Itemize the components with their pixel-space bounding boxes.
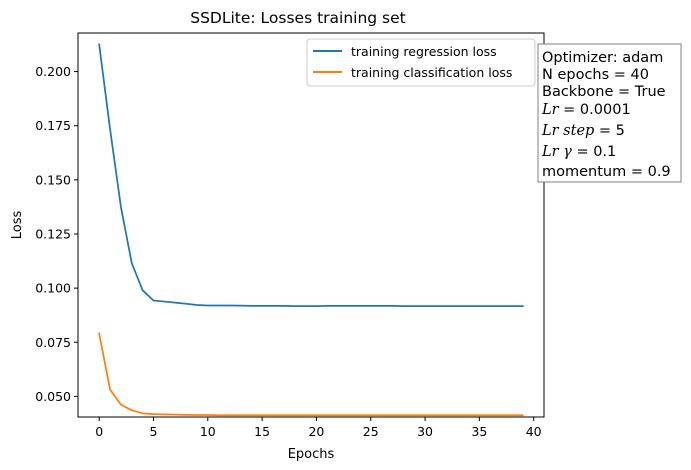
x-tick-label: 0 (95, 424, 103, 439)
x-tick-label: 5 (150, 424, 158, 439)
y-tick-label: 0.200 (35, 64, 71, 79)
info-lr-gamma: Lr γ = 0.1 (541, 144, 616, 160)
axes-frame (77, 32, 545, 418)
x-axis-ticks: 0 5 10 15 20 25 30 35 40 (95, 417, 542, 439)
x-tick-label: 25 (363, 424, 379, 439)
x-tick-label: 15 (254, 424, 270, 439)
plot-area (77, 32, 545, 418)
info-lr: Lr = 0.0001 (541, 102, 631, 118)
y-axis-label: Loss (10, 211, 25, 240)
x-tick-label: 40 (526, 424, 542, 439)
legend: training regression loss training classi… (306, 38, 536, 87)
x-tick-label: 35 (471, 424, 487, 439)
series-layer (98, 43, 524, 417)
y-tick-label: 0.100 (35, 281, 71, 296)
y-tick-label: 0.075 (35, 335, 71, 350)
series-line-regression (98, 43, 524, 307)
info-backbone: Backbone = True (542, 84, 666, 100)
x-axis-label: Epochs (288, 447, 335, 462)
y-tick-label: 0.125 (35, 226, 71, 241)
y-tick-label: 0.150 (35, 172, 71, 187)
info-optimizer: Optimizer: adam (542, 50, 663, 66)
info-box-frame (537, 43, 682, 183)
info-lr-step: Lr step = 5 (541, 123, 625, 139)
chart-title: SSDLite: Losses training set (190, 9, 406, 27)
y-axis-ticks: 0.050 0.075 0.100 0.125 0.150 0.175 0.200 (35, 64, 78, 404)
info-momentum: momentum = 0.9 (542, 164, 671, 180)
legend-box (306, 38, 536, 87)
info-epochs: N epochs = 40 (542, 67, 649, 83)
legend-label-regression: training regression loss (351, 44, 497, 59)
y-tick-label: 0.175 (35, 118, 71, 133)
x-tick-label: 10 (200, 424, 216, 439)
y-tick-label: 0.050 (35, 389, 71, 404)
legend-label-classification: training classification loss (351, 65, 512, 80)
x-tick-label: 30 (417, 424, 433, 439)
hyperparameter-info-box: Optimizer: adam N epochs = 40 Backbone =… (537, 43, 682, 183)
series-line-classification (98, 332, 524, 417)
x-tick-label: 20 (308, 424, 324, 439)
